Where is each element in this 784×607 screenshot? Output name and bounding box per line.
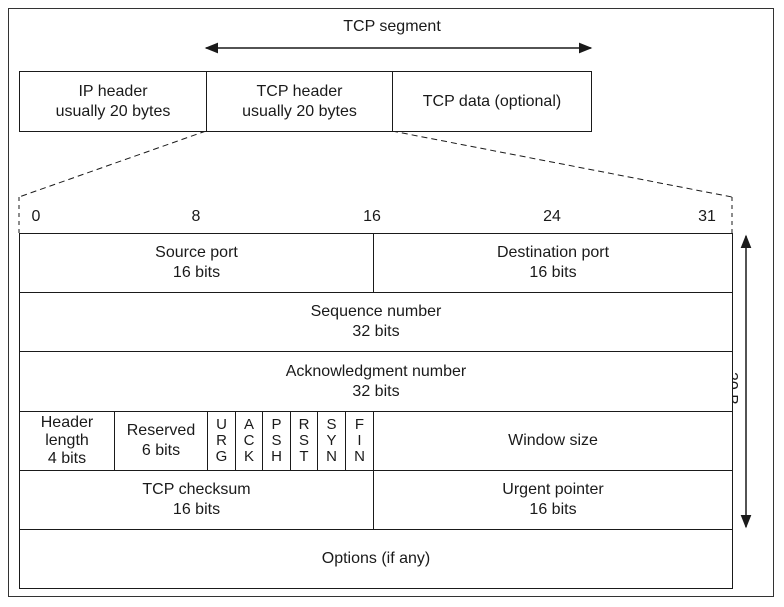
- zoom-right-dashed-line: [391, 130, 733, 198]
- reserved-field: Reserved 6 bits: [114, 411, 208, 471]
- destination-port-field: Destination port 16 bits: [373, 233, 733, 293]
- bit-position-8: 8: [191, 208, 201, 225]
- bit-position-16: 16: [363, 208, 381, 225]
- zoom-left-dashed-line: [18, 130, 207, 198]
- bit-position-24: 24: [543, 208, 561, 225]
- tcp-header-box: TCP header usually 20 bytes: [206, 71, 393, 132]
- tcp-data-box: TCP data (optional): [392, 71, 592, 132]
- options-field: Options (if any): [19, 529, 733, 589]
- segment-title: TCP segment: [343, 18, 441, 35]
- source-port-field: Source port 16 bits: [19, 233, 374, 293]
- acknowledgment-number-field: Acknowledgment number 32 bits: [19, 351, 733, 412]
- urgent-pointer-field: Urgent pointer 16 bits: [373, 470, 733, 530]
- diagram-frame: [8, 8, 774, 597]
- bit-position-31: 31: [698, 208, 716, 225]
- ip-header-box: IP header usually 20 bytes: [19, 71, 207, 132]
- header-length-field: Header length 4 bits: [19, 411, 115, 471]
- tcp-checksum-field: TCP checksum 16 bits: [19, 470, 374, 530]
- sequence-number-field: Sequence number 32 bits: [19, 292, 733, 352]
- window-size-field: Window size: [373, 411, 733, 471]
- bit-position-0: 0: [31, 208, 41, 225]
